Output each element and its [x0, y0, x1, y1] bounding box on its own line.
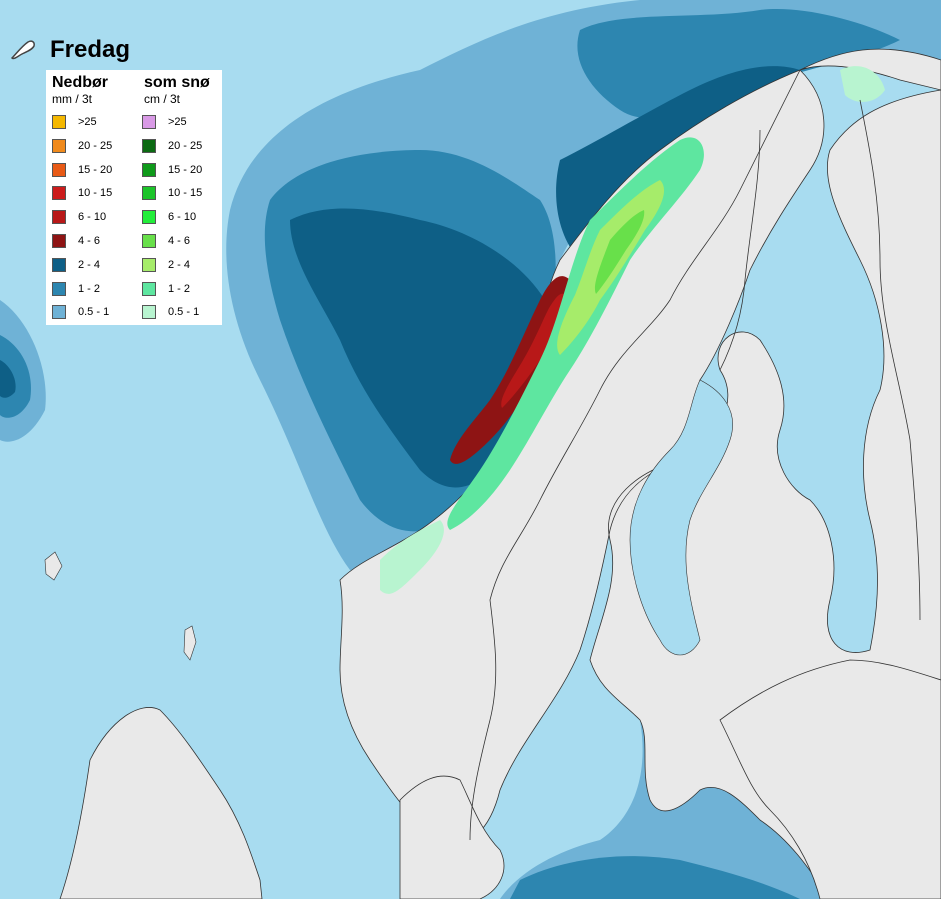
- legend-snow-swatch: [142, 115, 156, 129]
- legend-snow-swatch: [142, 257, 156, 272]
- legend-rain-row: 1 - 2: [52, 281, 100, 297]
- legend-rain-row: 4 - 6: [52, 233, 100, 249]
- legend-snow-row: 1 - 2: [142, 281, 190, 297]
- legend-rain-swatch: [52, 257, 66, 272]
- legend-rain-label: 4 - 6: [78, 235, 101, 247]
- snow-4-6-area: [594, 210, 645, 294]
- legend-snow-label: 20 - 25: [168, 139, 203, 152]
- legend-rain-row: 10 - 15: [52, 185, 112, 201]
- land-denmark: [399, 775, 505, 899]
- legend-rain-row: 6 - 10: [52, 209, 106, 225]
- legend-rain-swatch: [52, 305, 66, 320]
- legend-rain-row: 20 - 25: [52, 138, 112, 154]
- land-uk: [59, 707, 263, 899]
- legend-rain-label: 2 - 4: [78, 258, 101, 271]
- legend-snow-row: 15 - 20: [142, 162, 202, 178]
- land-faroe: [44, 551, 63, 581]
- legend-snow-row: >25: [142, 114, 187, 130]
- legend-snow-unit: cm / 3t: [144, 92, 181, 106]
- precip-1-2-area-north: [577, 9, 900, 119]
- legend-rain-row: 0.5 - 1: [52, 304, 109, 320]
- legend-rain-swatch: [52, 138, 66, 153]
- border-sweden-finland: [719, 129, 761, 371]
- legend-snow-swatch: [142, 281, 156, 296]
- legend-rain-label: 20 - 25: [78, 139, 113, 152]
- legend-rain-label: 15 - 20: [78, 163, 113, 176]
- legend-snow-label: 1 - 2: [168, 282, 191, 295]
- legend-rain-label: 1 - 2: [78, 282, 101, 295]
- legend: Nedbør mm / 3t som snø cm / 3t >25 20 - 2…: [46, 70, 222, 325]
- border-norway-sweden: [469, 69, 801, 841]
- legend-snow-row: 0.5 - 1: [142, 304, 199, 320]
- legend-snow-row: 6 - 10: [142, 209, 196, 225]
- legend-rain-row: >25: [52, 114, 97, 130]
- legend-rain-swatch: [52, 186, 66, 201]
- legend-snow-swatch: [142, 210, 156, 225]
- legend-snow-label: 6 - 10: [168, 211, 197, 224]
- legend-rain-swatch: [52, 162, 66, 177]
- legend-snow-swatch: [142, 162, 156, 177]
- legend-snow-label: 15 - 20: [168, 163, 203, 176]
- precip-4-6-area: [450, 276, 572, 464]
- legend-snow-label: 0.5 - 1: [168, 306, 200, 319]
- land-shetland: [183, 625, 197, 661]
- legend-snow-label: 2 - 4: [168, 258, 191, 271]
- legend-rain-title: Nedbør: [52, 74, 108, 91]
- land-baltics: [719, 659, 941, 899]
- legend-snow-row: 4 - 6: [142, 233, 190, 249]
- precip-6-10-area: [501, 293, 566, 408]
- snow-0.5-1-area: [380, 66, 885, 594]
- legend-snow-row: 20 - 25: [142, 138, 202, 154]
- legend-rain-swatch: [52, 210, 66, 225]
- legend-snow-row: 10 - 15: [142, 185, 202, 201]
- sea-bothnia: [629, 379, 733, 656]
- legend-snow-label: >25: [168, 116, 187, 128]
- legend-rain-label: 0.5 - 1: [78, 306, 110, 319]
- legend-rain-label: >25: [78, 116, 97, 128]
- legend-snow-swatch: [142, 138, 156, 153]
- legend-snow-swatch: [142, 305, 156, 320]
- legend-rain-row: 15 - 20: [52, 162, 112, 178]
- precip-2-4-area-left: [0, 360, 16, 398]
- legend-rain-label: 6 - 10: [78, 211, 107, 224]
- border-finland-russia: [859, 99, 921, 621]
- legend-rain-row: 2 - 4: [52, 257, 100, 273]
- precip-1-2-area-south: [510, 856, 800, 899]
- map-title: Fredag: [50, 36, 131, 63]
- logo-icon: [10, 40, 35, 60]
- legend-snow-label: 10 - 15: [168, 187, 203, 200]
- legend-rain-unit: mm / 3t: [52, 92, 93, 106]
- legend-snow-swatch: [142, 186, 156, 201]
- legend-snow-row: 2 - 4: [142, 257, 190, 273]
- legend-rain-swatch: [52, 115, 66, 129]
- legend-snow-title: som snø: [144, 74, 210, 91]
- legend-rain-label: 10 - 15: [78, 187, 113, 200]
- legend-rain-swatch: [52, 281, 66, 296]
- legend-snow-swatch: [142, 234, 156, 248]
- legend-rain-swatch: [52, 234, 66, 248]
- legend-snow-label: 4 - 6: [168, 235, 191, 247]
